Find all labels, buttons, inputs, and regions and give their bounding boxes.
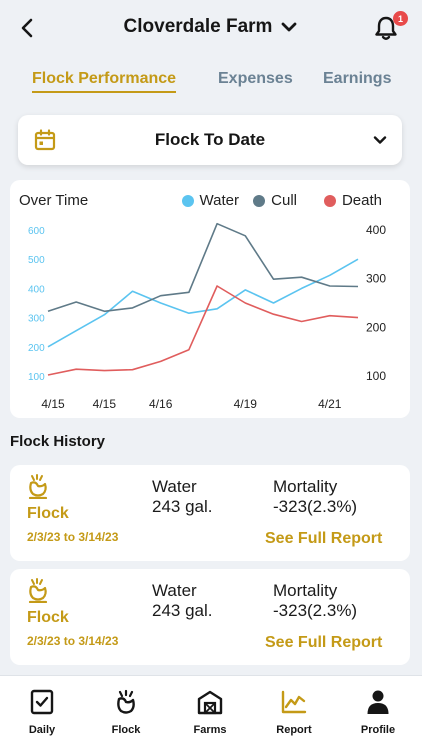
water-value: 243 gal. xyxy=(152,601,213,620)
calendar-icon xyxy=(34,129,56,151)
person-icon xyxy=(367,690,389,714)
notification-badge: 1 xyxy=(393,11,408,26)
flock-date-range: 2/3/23 to 3/14/23 xyxy=(27,634,119,648)
legend-cull: Cull xyxy=(253,192,297,209)
mortality-label: Mortality xyxy=(273,581,338,600)
left-axis-tick-label: 300 xyxy=(28,314,45,325)
water-label: Water xyxy=(152,581,197,600)
bell-icon[interactable] xyxy=(372,14,400,42)
report-tabs: Flock Performance Expenses Earnings xyxy=(0,70,422,100)
flock-name: Flock xyxy=(27,609,69,626)
mortality-value: -323(2.3%) xyxy=(273,601,358,620)
period-value: Flock To Date xyxy=(154,130,266,149)
x-axis-tick-label: 4/15 xyxy=(41,397,65,411)
x-axis-tick-label: 4/19 xyxy=(234,397,258,411)
right-axis-tick-label: 100 xyxy=(366,369,386,383)
legend-water: Water xyxy=(181,192,239,209)
line-chart-icon xyxy=(281,690,307,714)
x-axis-tick-label: 4/16 xyxy=(149,397,173,411)
nav-report-label: Report xyxy=(276,724,312,736)
hen-icon xyxy=(117,689,135,714)
nav-profile-label: Profile xyxy=(360,724,396,736)
series-line-water xyxy=(47,258,359,348)
hen-icon xyxy=(28,578,48,603)
farm-switcher[interactable]: Cloverdale Farm xyxy=(0,16,422,38)
barn-icon xyxy=(197,690,223,715)
chart-title: Over Time xyxy=(19,192,89,209)
tab-flock-performance[interactable]: Flock Performance xyxy=(32,70,177,93)
hen-icon xyxy=(28,474,48,499)
nav-flock-label: Flock xyxy=(111,724,141,736)
legend-death: Death xyxy=(323,192,382,209)
period-dropdown[interactable]: Flock To Date xyxy=(18,115,402,165)
top-bar: Cloverdale Farm 1 xyxy=(0,0,422,60)
water-value: 243 gal. xyxy=(152,497,213,516)
nav-flock[interactable]: Flock xyxy=(84,676,168,750)
left-axis-tick-label: 100 xyxy=(28,372,45,383)
legend-death-swatch xyxy=(323,194,336,207)
nav-farms-label: Farms xyxy=(193,724,227,736)
right-axis-tick-label: 300 xyxy=(366,272,386,286)
back-arrow-icon[interactable] xyxy=(16,16,40,40)
nav-profile[interactable]: Profile xyxy=(336,676,420,750)
flock-date-range: 2/3/23 to 3/14/23 xyxy=(27,530,119,544)
chevron-down-icon xyxy=(373,136,387,144)
nav-report[interactable]: Report xyxy=(252,676,336,750)
flock-history-card[interactable]: Flock 2/3/23 to 3/14/23 Water 243 gal. M… xyxy=(10,465,410,561)
flock-history-heading: Flock History xyxy=(10,433,106,450)
series-line-death xyxy=(47,285,359,376)
see-full-report-link[interactable]: See Full Report xyxy=(265,634,383,651)
bottom-nav: Daily Flock Farms Report Profile xyxy=(0,675,422,750)
over-time-chart: 600 500 400 300 200 100 400 300 200 100 4/15 4/15 4/… xyxy=(28,222,386,411)
nav-farms[interactable]: Farms xyxy=(168,676,252,750)
see-full-report-link[interactable]: See Full Report xyxy=(265,530,383,547)
nav-daily-label: Daily xyxy=(28,724,56,736)
mortality-label: Mortality xyxy=(273,477,338,496)
page-title: Cloverdale Farm xyxy=(123,16,273,37)
right-axis-tick-label: 200 xyxy=(366,320,386,334)
tab-earnings[interactable]: Earnings xyxy=(323,70,392,87)
left-axis-tick-label: 500 xyxy=(28,255,45,266)
left-axis-tick-label: 600 xyxy=(28,226,45,237)
nav-daily[interactable]: Daily xyxy=(0,676,84,750)
water-label: Water xyxy=(152,477,197,496)
left-axis-tick-label: 200 xyxy=(28,343,45,354)
over-time-chart-card: 600 500 400 300 200 100 400 300 200 100 4/15 4/15 4/… xyxy=(10,180,410,418)
legend-cull-swatch xyxy=(253,194,266,207)
tab-expenses[interactable]: Expenses xyxy=(218,70,293,87)
series-line-cull xyxy=(47,222,359,313)
x-axis-tick-label: 4/21 xyxy=(318,397,342,411)
x-axis-tick-label: 4/15 xyxy=(93,397,117,411)
right-axis-tick-label: 400 xyxy=(366,223,386,237)
left-axis-tick-label: 400 xyxy=(28,284,45,295)
mortality-value: -323(2.3%) xyxy=(273,497,358,516)
flock-history-card[interactable]: Flock 2/3/23 to 3/14/23 Water 243 gal. M… xyxy=(10,569,410,665)
legend-water-swatch xyxy=(181,194,194,207)
daily-log-icon xyxy=(30,689,54,715)
flock-name: Flock xyxy=(27,505,69,522)
chevron-down-icon xyxy=(282,22,297,32)
